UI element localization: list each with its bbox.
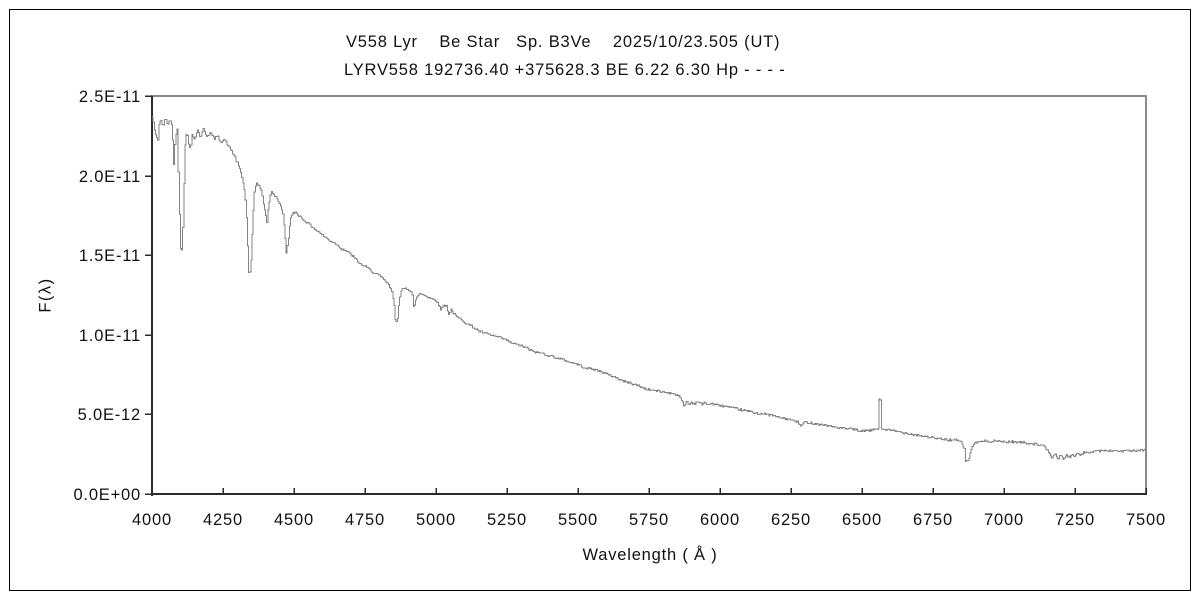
x-tick-label: 7250 [1055, 511, 1095, 529]
y-tick-label: 2.5E-11 [79, 88, 141, 106]
x-tick-label: 5250 [487, 511, 527, 529]
y-tick-label: 1.5E-11 [79, 247, 141, 265]
x-axis-title: Wavelength ( Å ) [582, 546, 718, 564]
spectrum-line [152, 116, 1147, 462]
x-tick-label: 5750 [629, 511, 669, 529]
chart-title: V558 Lyr Be Star Sp. B3Ve 2025/10/23.505… [346, 33, 781, 51]
chart-subtitle: LYRV558 192736.40 +375628.3 BE 6.22 6.30… [344, 61, 786, 79]
x-tick-label: 4000 [132, 511, 172, 529]
x-tick-label: 4500 [274, 511, 314, 529]
x-tick-label: 4750 [345, 511, 385, 529]
y-tick-label: 1.0E-11 [79, 327, 141, 345]
page-border [9, 9, 1191, 591]
x-tick-label: 7000 [984, 511, 1024, 529]
y-tick-label: 5.0E-12 [78, 406, 141, 424]
x-tick-label: 4250 [203, 511, 243, 529]
y-tick-label: 0.0E+00 [73, 486, 141, 504]
x-tick-label: 7500 [1126, 511, 1166, 529]
y-tick-label: 2.0E-11 [79, 168, 141, 186]
x-tick-label: 5000 [416, 511, 456, 529]
x-tick-label: 6500 [842, 511, 882, 529]
x-tick-label: 6000 [700, 511, 740, 529]
y-axis-title: F(λ) [36, 277, 55, 313]
x-tick-label: 6250 [771, 511, 811, 529]
x-tick-label: 6750 [913, 511, 953, 529]
x-tick-label: 5500 [558, 511, 598, 529]
